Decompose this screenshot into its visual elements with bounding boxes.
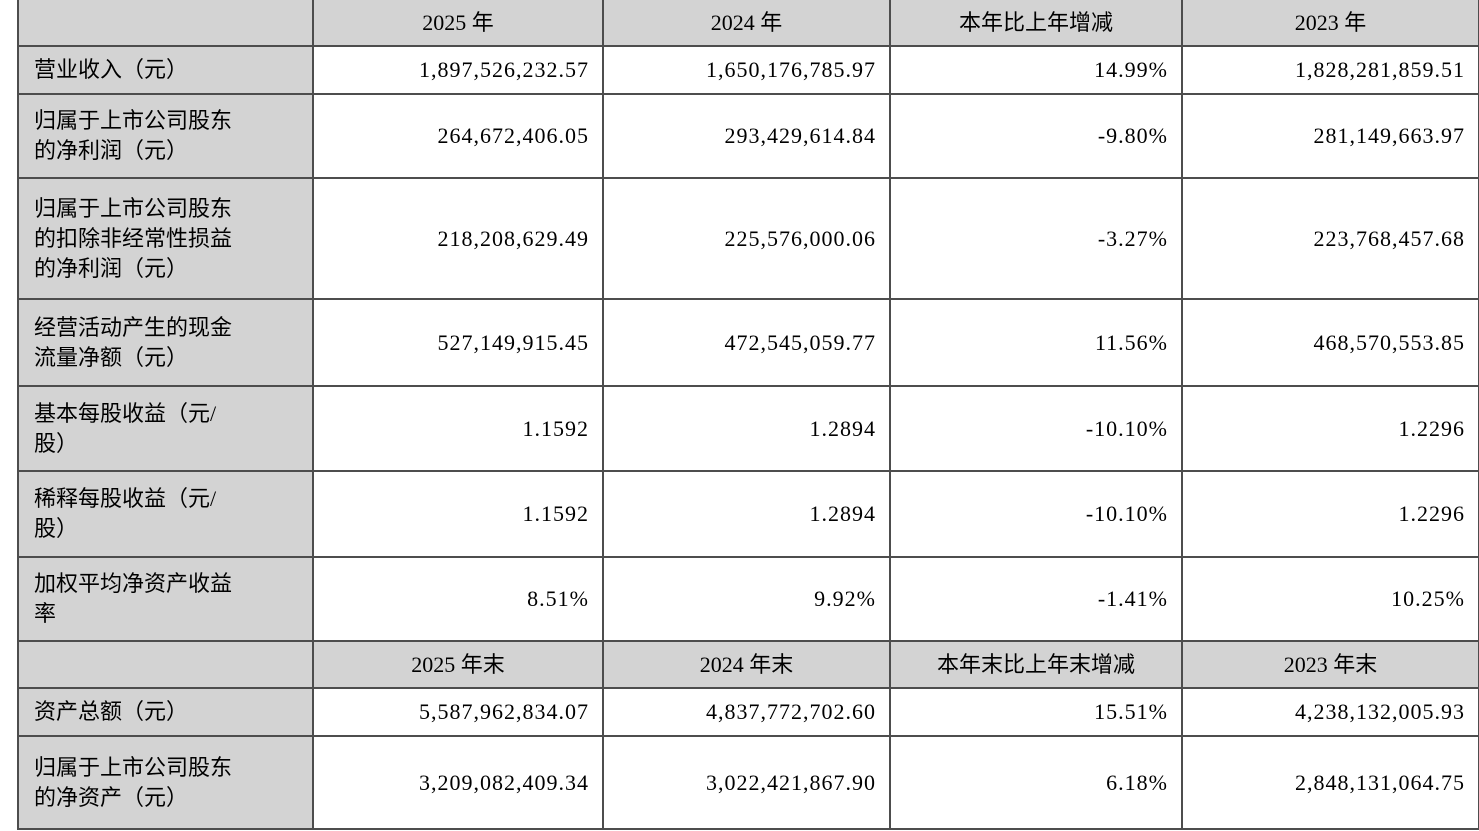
cell-value-2023: 1.2296 xyxy=(1181,385,1479,472)
cell-value-2023: 10.25% xyxy=(1181,556,1479,642)
cell-value-change: -1.41% xyxy=(889,556,1183,642)
cell-value-2024: 472,545,059.77 xyxy=(602,298,891,387)
cell-value-2023: 1,828,281,859.51 xyxy=(1181,45,1479,95)
cell-value-2025: 8.51% xyxy=(312,556,604,642)
cell-value-2025: 527,149,915.45 xyxy=(312,298,604,387)
cell-value-change: 11.56% xyxy=(889,298,1183,387)
row-basic-eps: 基本每股收益（元/ 股） 1.1592 1.2894 -10.10% 1.229… xyxy=(17,385,1479,472)
cell-value-2025: 218,208,629.49 xyxy=(312,177,604,300)
row-operating-cash-flow: 经营活动产生的现金 流量净额（元） 527,149,915.45 472,545… xyxy=(17,298,1479,387)
cell-value-2025: 264,672,406.05 xyxy=(312,93,604,179)
header-row-year-end: 2025 年末 2024 年末 本年末比上年末增减 2023 年末 xyxy=(17,640,1479,689)
corner-cell-blank xyxy=(17,640,314,689)
col-header-2025: 2025 年 xyxy=(312,0,604,47)
cell-value-2024: 293,429,614.84 xyxy=(602,93,891,179)
cell-value-change: 6.18% xyxy=(889,735,1183,830)
row-label: 归属于上市公司股东 的净资产（元） xyxy=(17,735,314,830)
col-header-2024-end: 2024 年末 xyxy=(602,640,891,689)
cell-value-2024: 9.92% xyxy=(602,556,891,642)
cell-value-2024: 1,650,176,785.97 xyxy=(602,45,891,95)
cell-value-2025: 1.1592 xyxy=(312,470,604,558)
cell-value-2023: 1.2296 xyxy=(1181,470,1479,558)
row-label: 稀释每股收益（元/ 股） xyxy=(17,470,314,558)
row-label: 归属于上市公司股东 的净利润（元） xyxy=(17,93,314,179)
row-diluted-eps: 稀释每股收益（元/ 股） 1.1592 1.2894 -10.10% 1.229… xyxy=(17,470,1479,558)
header-row-annual: 2025 年 2024 年 本年比上年增减 2023 年 xyxy=(17,0,1479,47)
row-label: 归属于上市公司股东 的扣除非经常性损益 的净利润（元） xyxy=(17,177,314,300)
row-label: 经营活动产生的现金 流量净额（元） xyxy=(17,298,314,387)
col-header-2023: 2023 年 xyxy=(1181,0,1479,47)
col-header-2024: 2024 年 xyxy=(602,0,891,47)
cell-value-2023: 223,768,457.68 xyxy=(1181,177,1479,300)
cell-value-2025: 1,897,526,232.57 xyxy=(312,45,604,95)
row-net-assets-attributable: 归属于上市公司股东 的净资产（元） 3,209,082,409.34 3,022… xyxy=(17,735,1479,830)
col-header-2025-end: 2025 年末 xyxy=(312,640,604,689)
row-label: 加权平均净资产收益 率 xyxy=(17,556,314,642)
cell-value-change: -9.80% xyxy=(889,93,1183,179)
cell-value-2023: 2,848,131,064.75 xyxy=(1181,735,1479,830)
row-weighted-avg-roe: 加权平均净资产收益 率 8.51% 9.92% -1.41% 10.25% xyxy=(17,556,1479,642)
row-net-profit-attributable: 归属于上市公司股东 的净利润（元） 264,672,406.05 293,429… xyxy=(17,93,1479,179)
cell-value-2024: 1.2894 xyxy=(602,470,891,558)
col-header-yoy-change: 本年比上年增减 xyxy=(889,0,1183,47)
cell-value-2025: 1.1592 xyxy=(312,385,604,472)
row-net-profit-excl-nonrecurring: 归属于上市公司股东 的扣除非经常性损益 的净利润（元） 218,208,629.… xyxy=(17,177,1479,300)
cell-value-change: 14.99% xyxy=(889,45,1183,95)
cell-value-2023: 4,238,132,005.93 xyxy=(1181,687,1479,737)
cell-value-change: 15.51% xyxy=(889,687,1183,737)
cell-value-change: -3.27% xyxy=(889,177,1183,300)
cell-value-2023: 468,570,553.85 xyxy=(1181,298,1479,387)
cell-value-2024: 4,837,772,702.60 xyxy=(602,687,891,737)
row-label: 资产总额（元） xyxy=(17,687,314,737)
row-label: 基本每股收益（元/ 股） xyxy=(17,385,314,472)
corner-cell-blank xyxy=(17,0,314,47)
cell-value-2023: 281,149,663.97 xyxy=(1181,93,1479,179)
row-operating-revenue: 营业收入（元） 1,897,526,232.57 1,650,176,785.9… xyxy=(17,45,1479,95)
cell-value-2025: 5,587,962,834.07 xyxy=(312,687,604,737)
financial-summary-table: 2025 年 2024 年 本年比上年增减 2023 年 营业收入（元） 1,8… xyxy=(17,0,1479,830)
cell-value-2024: 3,022,421,867.90 xyxy=(602,735,891,830)
cell-value-change: -10.10% xyxy=(889,470,1183,558)
row-total-assets: 资产总额（元） 5,587,962,834.07 4,837,772,702.6… xyxy=(17,687,1479,737)
row-label: 营业收入（元） xyxy=(17,45,314,95)
cell-value-2024: 225,576,000.06 xyxy=(602,177,891,300)
cell-value-2025: 3,209,082,409.34 xyxy=(312,735,604,830)
col-header-2023-end: 2023 年末 xyxy=(1181,640,1479,689)
cell-value-change: -10.10% xyxy=(889,385,1183,472)
col-header-year-end-change: 本年末比上年末增减 xyxy=(889,640,1183,689)
cell-value-2024: 1.2894 xyxy=(602,385,891,472)
